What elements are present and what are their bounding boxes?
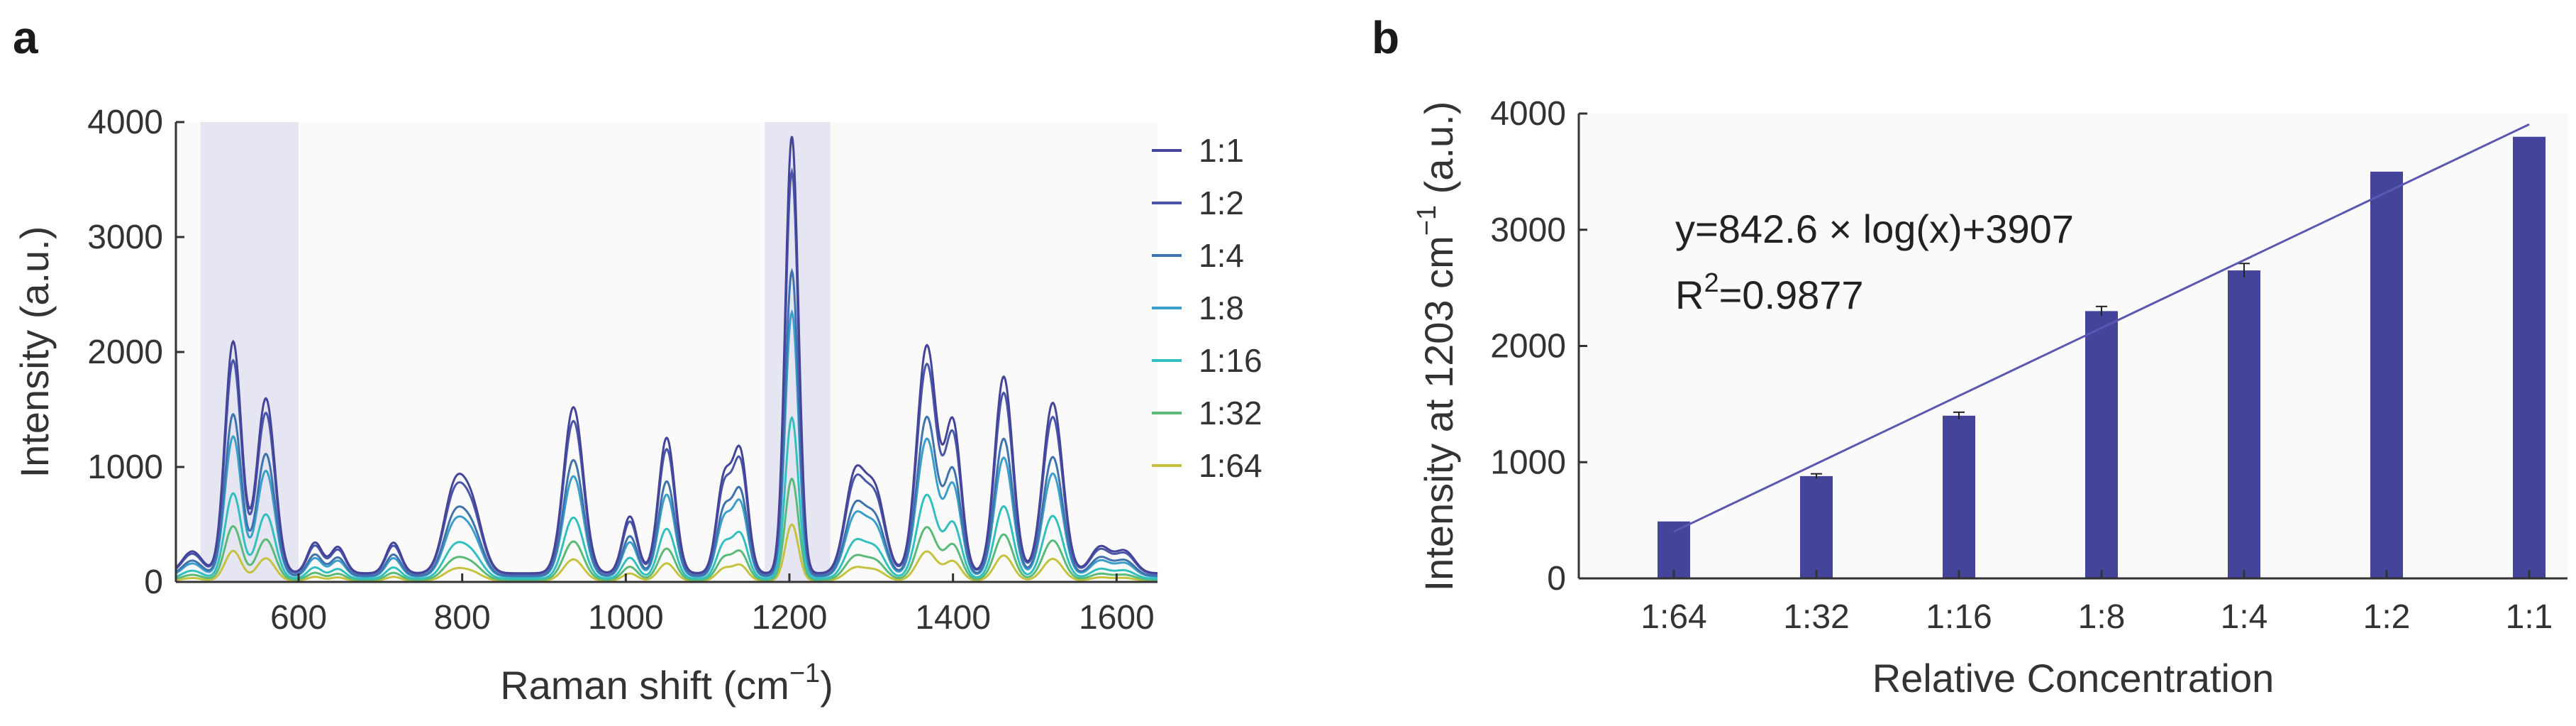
x-tick-label: 1:32 [1783, 598, 1849, 636]
legend-label: 1:2 [1199, 185, 1244, 221]
y-ticks-a: 0 1000 2000 3000 4000 [87, 104, 184, 601]
bar [1658, 521, 1690, 578]
fit-equation: y=842.6 × log(x)+3907 [1675, 207, 2074, 251]
y-tick-label: 4000 [1490, 95, 1566, 133]
y-axis-title-b: Intensity at 1203 cm−1 (a.u.) [1412, 101, 1461, 592]
x-tick-label: 1:8 [2078, 598, 2126, 636]
bar [2085, 311, 2118, 578]
spectrum-line [175, 309, 1157, 578]
x-tick-label: 1:16 [1926, 598, 1992, 636]
plot-area-a [176, 122, 1157, 582]
spectrum-line [174, 136, 1158, 575]
x-tick-label: 1:1 [2506, 598, 2553, 636]
legend-label: 1:1 [1199, 132, 1244, 169]
x-axis-title-a: Raman shift (cm−1) [500, 659, 833, 708]
y-tick-label: 4000 [87, 104, 163, 141]
spectrum-line [175, 477, 1157, 581]
bar [2228, 270, 2260, 578]
legend-a: 1:1 1:2 1:4 1:8 1:16 1:32 1:64 [1152, 132, 1262, 484]
r-squared: R2=0.9877 [1675, 268, 1864, 317]
y-tick-label: 0 [144, 563, 163, 601]
legend-label: 1:32 [1199, 395, 1262, 431]
y-tick-label: 2000 [87, 334, 163, 371]
y-ticks-b: 0 1000 2000 3000 4000 [1490, 95, 1587, 598]
legend-label: 1:64 [1199, 447, 1262, 484]
x-tick-label: 1:2 [2363, 598, 2411, 636]
legend-label: 1:16 [1199, 342, 1262, 379]
fit-line [1673, 123, 2530, 533]
x-tick-label: 1000 [588, 599, 664, 637]
x-tick-label: 1600 [1079, 599, 1155, 637]
spectrum-lines [174, 136, 1158, 582]
panel-b-label: b [1372, 12, 1399, 63]
y-tick-label: 1000 [1490, 444, 1566, 481]
highlight-band [200, 122, 299, 582]
spectrum-chart: 0 1000 2000 3000 4000 600 800 1000 1200 1400 1600… [12, 104, 1262, 708]
legend-label: 1:8 [1199, 290, 1244, 326]
x-tick-label: 800 [434, 599, 491, 637]
x-tick-label: 1200 [752, 599, 828, 637]
y-tick-label: 0 [1547, 560, 1566, 598]
bar [1943, 415, 1975, 578]
x-tick-label: 1400 [915, 599, 991, 637]
panel-a-label: a [13, 12, 38, 63]
x-ticks-b: 1:64 1:32 1:16 1:8 1:4 1:2 1:1 [1640, 570, 2553, 636]
y-axis-title-a: Intensity (a.u.) [12, 226, 57, 478]
x-tick-label: 600 [270, 599, 327, 637]
spectrum-line [175, 416, 1157, 580]
x-tick-label: 1:4 [2221, 598, 2268, 636]
y-tick-label: 3000 [87, 219, 163, 256]
bar [2370, 171, 2403, 578]
plot-area-b [1579, 114, 2567, 578]
y-tick-label: 1000 [87, 449, 163, 486]
bar [2513, 136, 2546, 578]
spectrum-line [175, 523, 1157, 582]
x-tick-label: 1:64 [1640, 598, 1706, 636]
bars [1658, 136, 2546, 578]
spectrum-line [175, 268, 1157, 577]
x-axis-title-b: Relative Concentration [1872, 656, 2275, 700]
y-tick-label: 2000 [1490, 328, 1566, 365]
legend-label: 1:4 [1199, 237, 1244, 274]
y-tick-label: 3000 [1490, 211, 1566, 249]
bar [1800, 475, 1833, 578]
x-ticks-a: 600 800 1000 1200 1400 1600 [270, 573, 1155, 637]
